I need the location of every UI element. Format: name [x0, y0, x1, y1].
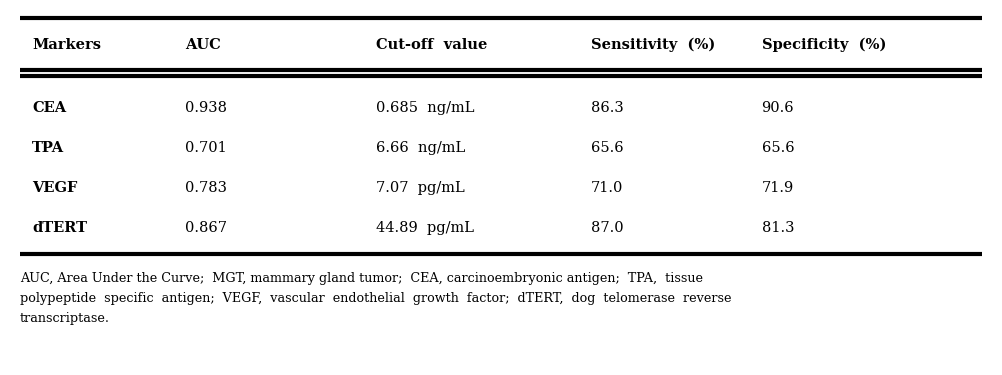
Text: 0.938: 0.938 — [185, 101, 227, 115]
Text: 90.6: 90.6 — [762, 101, 795, 115]
Text: Sensitivity  (%): Sensitivity (%) — [591, 38, 715, 52]
Text: AUC: AUC — [185, 38, 221, 52]
Text: 0.867: 0.867 — [185, 221, 227, 235]
Text: Cut-off  value: Cut-off value — [376, 38, 487, 52]
Text: 65.6: 65.6 — [591, 141, 624, 155]
Text: 71.0: 71.0 — [591, 181, 623, 195]
Text: 71.9: 71.9 — [762, 181, 794, 195]
Text: Markers: Markers — [32, 38, 101, 52]
Text: dTERT: dTERT — [32, 221, 87, 235]
Text: 0.685  ng/mL: 0.685 ng/mL — [376, 101, 474, 115]
Text: 65.6: 65.6 — [762, 141, 795, 155]
Text: 44.89  pg/mL: 44.89 pg/mL — [376, 221, 474, 235]
Text: CEA: CEA — [32, 101, 66, 115]
Text: Specificity  (%): Specificity (%) — [762, 38, 886, 52]
Text: 0.701: 0.701 — [185, 141, 227, 155]
Text: 7.07  pg/mL: 7.07 pg/mL — [376, 181, 465, 195]
Text: 0.783: 0.783 — [185, 181, 227, 195]
Text: polypeptide  specific  antigen;  VEGF,  vascular  endothelial  growth  factor;  : polypeptide specific antigen; VEGF, vasc… — [20, 292, 731, 305]
Text: 86.3: 86.3 — [591, 101, 624, 115]
Text: 6.66  ng/mL: 6.66 ng/mL — [376, 141, 465, 155]
Text: TPA: TPA — [32, 141, 64, 155]
Text: AUC, Area Under the Curve;  MGT, mammary gland tumor;  CEA, carcinoembryonic ant: AUC, Area Under the Curve; MGT, mammary … — [20, 272, 703, 285]
Text: 81.3: 81.3 — [762, 221, 794, 235]
Text: transcriptase.: transcriptase. — [20, 312, 110, 325]
Text: VEGF: VEGF — [32, 181, 77, 195]
Text: 87.0: 87.0 — [591, 221, 624, 235]
